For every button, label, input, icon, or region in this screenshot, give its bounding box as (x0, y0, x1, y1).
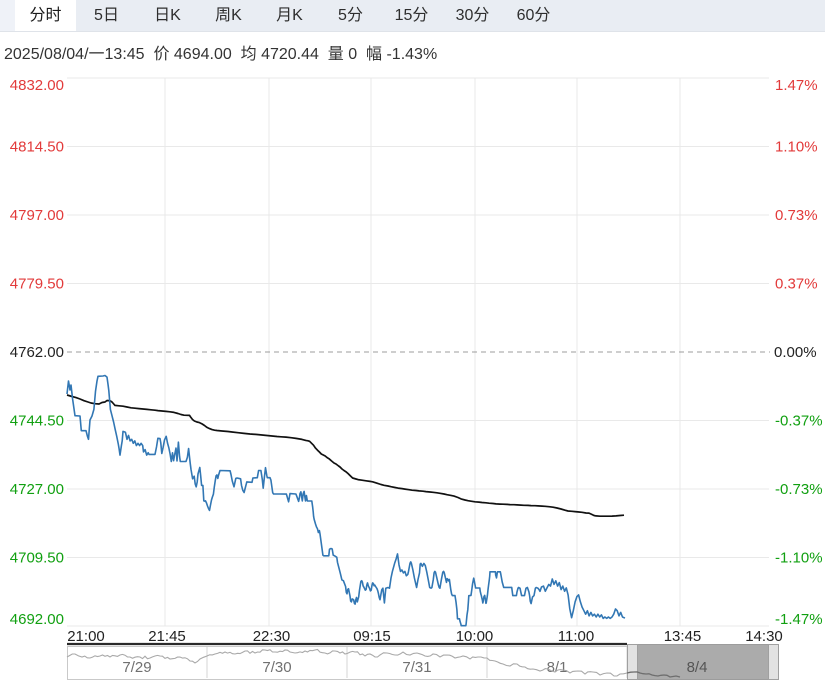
svg-text:4709.50: 4709.50 (10, 550, 64, 567)
svg-text:4727.00: 4727.00 (10, 481, 64, 498)
svg-text:-1.10%: -1.10% (775, 550, 823, 567)
svg-text:4744.50: 4744.50 (10, 413, 64, 430)
svg-text:-0.73%: -0.73% (775, 481, 823, 498)
svg-text:14:30: 14:30 (745, 628, 783, 645)
svg-text:1.47%: 1.47% (775, 77, 818, 94)
svg-text:-1.47%: -1.47% (775, 611, 823, 628)
svg-text:13:45: 13:45 (664, 628, 702, 645)
svg-text:8/1: 8/1 (547, 659, 568, 676)
svg-text:1.10%: 1.10% (775, 139, 818, 156)
svg-text:4814.50: 4814.50 (10, 139, 64, 156)
svg-text:8/4: 8/4 (687, 659, 708, 676)
svg-text:7/30: 7/30 (262, 659, 291, 676)
svg-text:4797.00: 4797.00 (10, 207, 64, 224)
svg-text:7/31: 7/31 (402, 659, 431, 676)
svg-text:4779.50: 4779.50 (10, 276, 64, 293)
svg-text:4692.00: 4692.00 (10, 611, 64, 628)
svg-text:7/29: 7/29 (122, 659, 151, 676)
svg-text:-0.37%: -0.37% (775, 413, 823, 430)
svg-text:0.00%: 0.00% (774, 344, 817, 361)
svg-text:09:15: 09:15 (353, 628, 391, 645)
svg-text:21:00: 21:00 (67, 628, 105, 645)
svg-text:0.73%: 0.73% (775, 207, 818, 224)
svg-text:4762.00: 4762.00 (10, 344, 64, 361)
svg-text:22:30: 22:30 (253, 628, 291, 645)
svg-text:4832.00: 4832.00 (10, 77, 64, 94)
svg-text:0.37%: 0.37% (775, 276, 818, 293)
svg-text:21:45: 21:45 (148, 628, 186, 645)
svg-text:10:00: 10:00 (456, 628, 494, 645)
svg-text:11:00: 11:00 (558, 628, 594, 645)
